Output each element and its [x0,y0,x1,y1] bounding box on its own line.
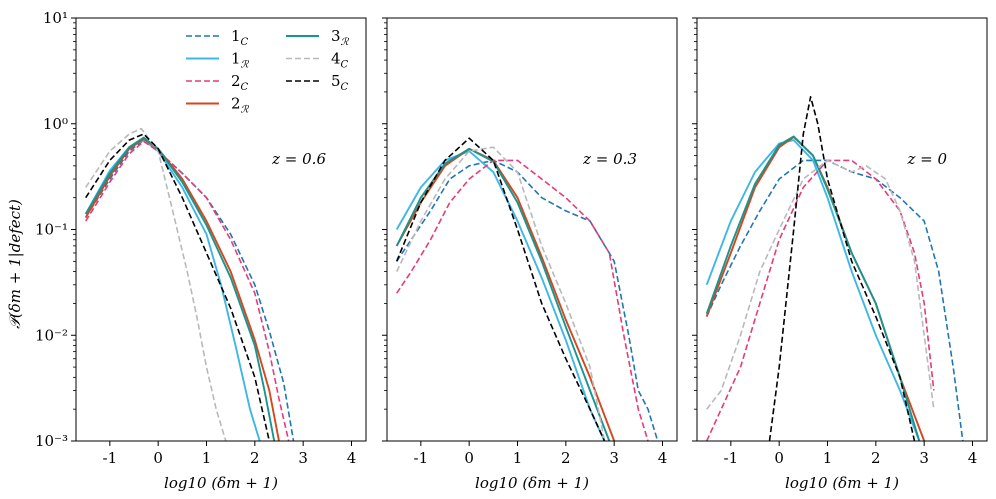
series-line-3R [395,147,611,441]
series-line-2R [705,136,926,441]
x-tick-label: 1 [823,449,833,467]
series-line-1C [85,139,295,441]
series-line-1R [705,139,921,441]
series-line-4C [85,127,227,441]
redshift-annotation: z = 0 [906,150,947,168]
x-axis-label: log10 (δm + 1) [475,474,589,492]
y-tick-label: 10¹ [43,9,68,27]
series-line-1R [395,150,606,441]
legend-item-1C: 1C [186,27,249,48]
legend-item-3R: 3ℛ [286,27,350,48]
series-line-3R [705,135,921,441]
legend-label: 2C [231,72,249,93]
series-line-4C [706,159,935,410]
x-tick-label: 2 [561,449,571,467]
series-line-3R [84,136,276,441]
legend-label: 1ℛ [231,50,250,71]
legend-item-2C: 2C [186,72,249,93]
x-tick-label: 3 [919,449,929,467]
series-line-2C [396,159,649,441]
series-line-1R [84,139,261,441]
series-line-2C [85,140,290,441]
x-tick-label: 1 [513,449,523,467]
y-tick-label: 10⁻² [35,326,68,344]
series-line-5C [85,133,271,441]
legend-item-2R: 2ℛ [186,95,250,116]
x-tick-label: 1 [202,449,212,467]
x-tick-label: 4 [347,449,357,467]
series-line-1C [705,159,964,441]
x-tick-label: 2 [250,449,260,467]
series-line-4C [395,146,606,441]
x-tick-label: 0 [153,449,163,467]
plot-frame [75,17,367,442]
x-tick-label: 0 [464,449,474,467]
legend-label: 3ℛ [331,27,350,48]
series-line-5C [395,137,606,441]
x-tick-label: 3 [298,449,308,467]
x-tick-label: 0 [774,449,784,467]
x-tick-label: 4 [968,449,978,467]
y-tick-label: 10⁻¹ [35,221,68,239]
panel-3: -1 0 1 2 3 4 log10 (δm + 1) z = 0 [692,17,988,492]
x-tick-label: 4 [658,449,668,467]
x-tick-label: -1 [103,449,118,467]
x-axis-label: log10 (δm + 1) [164,474,278,492]
panels: -1 0 1 2 3 4 10⁻³ 10⁻² 10⁻¹ 10⁰ 10¹ log10 (δm + 1) z… [35,9,988,492]
legend-label: 5C [331,72,349,93]
redshift-annotation: z = 0.3 [582,150,637,168]
x-tick-label: -1 [414,449,429,467]
x-axis-label: log10 (δm + 1) [785,474,899,492]
legend-label: 2ℛ [231,95,250,116]
y-tick-label: 10⁰ [43,115,68,133]
legend-item-5C: 5C [286,72,349,93]
panel-1: -1 0 1 2 3 4 10⁻³ 10⁻² 10⁻¹ 10⁰ 10¹ log10 (δm + 1) z… [35,9,367,492]
series-line-5C [768,96,916,441]
series-line-2R [395,147,616,441]
legend-item-4C: 4C [286,50,349,71]
panel-2: -1 0 1 2 3 4 log10 (δm + 1) z = 0.3 [382,17,678,492]
legend-label: 1C [231,27,249,48]
series-line-1C [396,159,659,441]
y-axis-label: 𝒫(δm + 1|defect) [6,199,24,329]
plot-frame [386,17,678,442]
series-line-2R [84,137,280,441]
redshift-annotation: z = 0.6 [271,150,326,168]
legend-label: 4C [331,50,349,71]
labels: 𝒫(δm + 1|defect) [6,199,24,329]
y-tick-label: 10⁻³ [35,432,68,450]
x-tick-label: -1 [724,449,739,467]
x-tick-label: 2 [871,449,881,467]
x-tick-label: 3 [609,449,619,467]
legend-item-1R: 1ℛ [186,50,250,71]
